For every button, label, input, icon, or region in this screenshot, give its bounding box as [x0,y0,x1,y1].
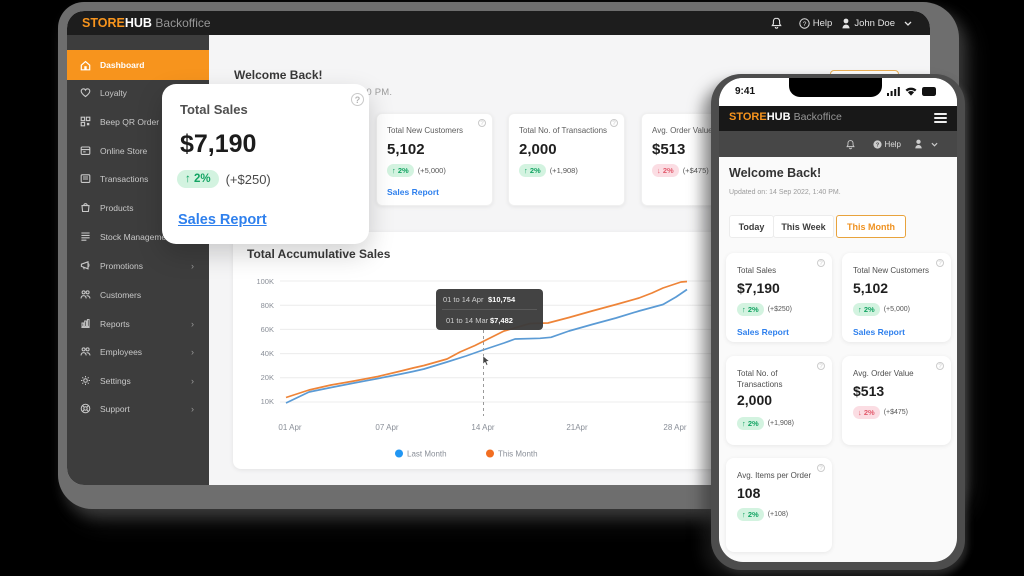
svg-text:60K: 60K [261,325,274,334]
svg-text:28 Apr: 28 Apr [663,423,686,432]
svg-text:$10,754: $10,754 [488,295,516,304]
svg-text:21Apr: 21Apr [566,423,588,432]
svg-text:40K: 40K [261,349,274,358]
svg-text:01 Apr: 01 Apr [278,423,301,432]
svg-text:$7,482: $7,482 [490,316,513,325]
svg-text:?: ? [875,142,879,148]
svg-text:This Month: This Month [498,450,538,459]
svg-text:01 to 14 Mar: 01 to 14 Mar [446,316,489,325]
svg-text:01 to 14 Apr: 01 to 14 Apr [443,295,484,304]
svg-text:10K: 10K [261,397,274,406]
svg-text:14 Apr: 14 Apr [471,423,494,432]
svg-text:07 Apr: 07 Apr [375,423,398,432]
svg-text:80K: 80K [261,301,274,310]
svg-text:100K: 100K [256,277,274,286]
svg-text:20K: 20K [261,373,274,382]
svg-text:?: ? [802,20,806,27]
svg-text:Last Month: Last Month [407,450,447,459]
